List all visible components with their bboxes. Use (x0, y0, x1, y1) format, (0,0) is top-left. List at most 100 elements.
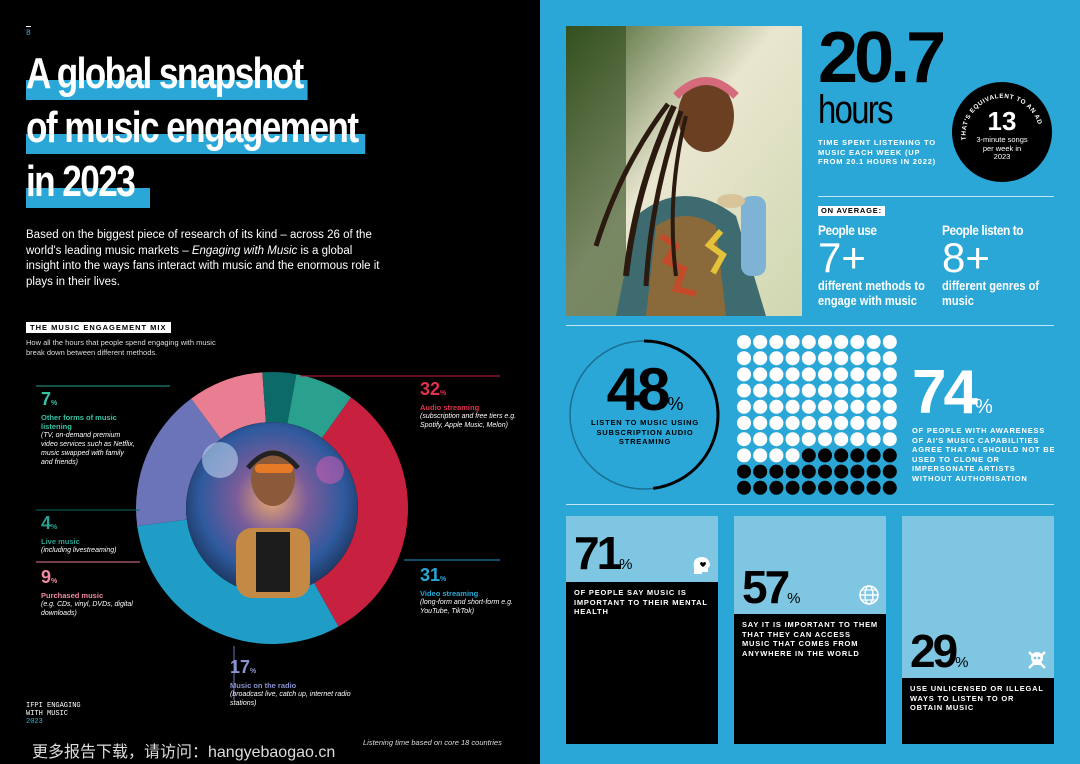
ai-dot (801, 367, 816, 382)
ai-dot (737, 367, 751, 382)
ai-dot (769, 351, 784, 366)
ai-dot (866, 464, 881, 479)
donut-slice-live-music (262, 372, 297, 424)
ai-dot (785, 367, 800, 382)
engagement-donut-chart (36, 372, 500, 700)
title-line-3: in 2023 (26, 160, 151, 208)
ai-dot (834, 399, 849, 414)
ai-dot (769, 416, 784, 430)
ai-dot (850, 367, 865, 382)
ai-dot (834, 416, 849, 430)
ai-dot (753, 448, 768, 463)
hours-unit: hours (818, 88, 893, 132)
donut-slice-purchased-music (191, 372, 266, 439)
head-heart-icon (693, 557, 710, 574)
ai-dot (882, 383, 897, 398)
globe-icon (859, 585, 879, 605)
title-line-1: A global snapshot (26, 52, 308, 100)
ai-dot (801, 448, 816, 463)
listener-photo-left (186, 422, 358, 598)
ai-dot (737, 416, 751, 430)
ai-dot (737, 448, 751, 463)
ai-dot (818, 448, 832, 463)
ai-dot (834, 464, 849, 479)
ai-dot (834, 480, 849, 495)
world-access-card: 57% SAY IT IS IMPORTANT TO THEM THAT THE… (734, 516, 886, 744)
ai-dot (769, 464, 784, 479)
ai-dot (737, 335, 751, 349)
ai-dot (882, 432, 897, 447)
listener-photo-right (566, 26, 802, 316)
ai-dot (850, 432, 865, 447)
ai-dot (753, 464, 768, 479)
ai-dot (818, 399, 832, 414)
label-video-streaming: 31% Video streaming (long-form and short… (420, 565, 513, 615)
ai-dot (834, 367, 849, 382)
ai-dot (785, 416, 800, 430)
ai-dot (785, 448, 800, 463)
ai-dot (769, 432, 784, 447)
ai-dot (737, 383, 751, 398)
intro-paragraph: Based on the biggest piece of research o… (26, 229, 380, 288)
ai-dot (834, 383, 849, 398)
ai-dot (785, 351, 800, 366)
ai-dot (882, 367, 897, 382)
right-page: 20.7 hours TIME SPENT LISTENING TO MUSIC… (540, 0, 1080, 764)
ai-dot (850, 399, 865, 414)
ai-dot (850, 335, 865, 349)
ai-dot (769, 448, 784, 463)
ai-dot (850, 351, 865, 366)
ai-dot (834, 351, 849, 366)
on-average-label: ON AVERAGE: (818, 206, 885, 216)
ai-dot (818, 351, 832, 366)
label-audio-streaming: 32% Audio streaming (subscription and fr… (420, 379, 517, 429)
ai-dot (785, 383, 800, 398)
ai-dot (818, 480, 832, 495)
donut-slice-video-streaming (137, 519, 339, 645)
ai-dot (818, 383, 832, 398)
mental-health-card: 71% OF PEOPLE SAY MUSIC IS IMPORTANT TO … (566, 516, 718, 744)
ai-dot (850, 416, 865, 430)
ai-stat: 74% (912, 358, 993, 427)
ai-dot (850, 464, 865, 479)
ai-dot (801, 464, 816, 479)
donut-slice-radio (136, 398, 221, 527)
hours-value: 20.7 (818, 18, 946, 98)
ai-dot-grid (737, 335, 897, 495)
illegal-listening-card: 29% USE UNLICENSED OR ILLEGAL WAYS TO LI… (902, 516, 1054, 744)
left-page: 8 A global snapshot of music engagement … (26, 26, 517, 761)
donut-slice-other-listening (287, 374, 352, 439)
label-other-listening: 7% Other forms of music listening (TV, o… (41, 389, 135, 466)
ai-dot (882, 351, 897, 366)
ai-dot (801, 480, 816, 495)
ai-dot (801, 399, 816, 414)
songs-badge: THAT'S EQUIVALENT TO AN ADDITIONAL 13 3-… (952, 82, 1052, 182)
ai-dot (834, 335, 849, 349)
ai-dot (737, 351, 751, 366)
ai-dot (753, 432, 768, 447)
ai-dot (866, 335, 881, 349)
ai-caption: OF PEOPLE WITH AWARENESS OF AI'S MUSIC C… (912, 426, 1056, 483)
skull-crossbones-icon (1028, 651, 1046, 669)
label-purchased-music: 9% Purchased music (e.g. CDs, vinyl, DVD… (41, 567, 133, 617)
mix-heading: THE MUSIC ENGAGEMENT MIX (26, 322, 171, 333)
subscription-ring-arc (643, 339, 720, 490)
ai-dot (866, 351, 881, 366)
chart-footnote: Listening time based on core 18 countrie… (363, 738, 502, 747)
ai-dot (785, 399, 800, 414)
ai-dot (850, 448, 865, 463)
ai-dot (818, 367, 832, 382)
ai-dot (866, 416, 881, 430)
ai-dot (753, 351, 768, 366)
genres-stat: People listen to 8+ different genres of … (942, 222, 1040, 308)
ai-dot (882, 464, 897, 479)
label-live-music: 4% Live music (including livestreaming) (41, 513, 117, 554)
ai-dot (818, 335, 832, 349)
ai-dot (753, 367, 768, 382)
ai-dot (801, 351, 816, 366)
ai-dot (882, 480, 897, 495)
ai-dot (785, 335, 800, 349)
ai-dot (753, 335, 768, 349)
title-line-2: of music engagement (26, 106, 366, 154)
ai-dot (753, 416, 768, 430)
